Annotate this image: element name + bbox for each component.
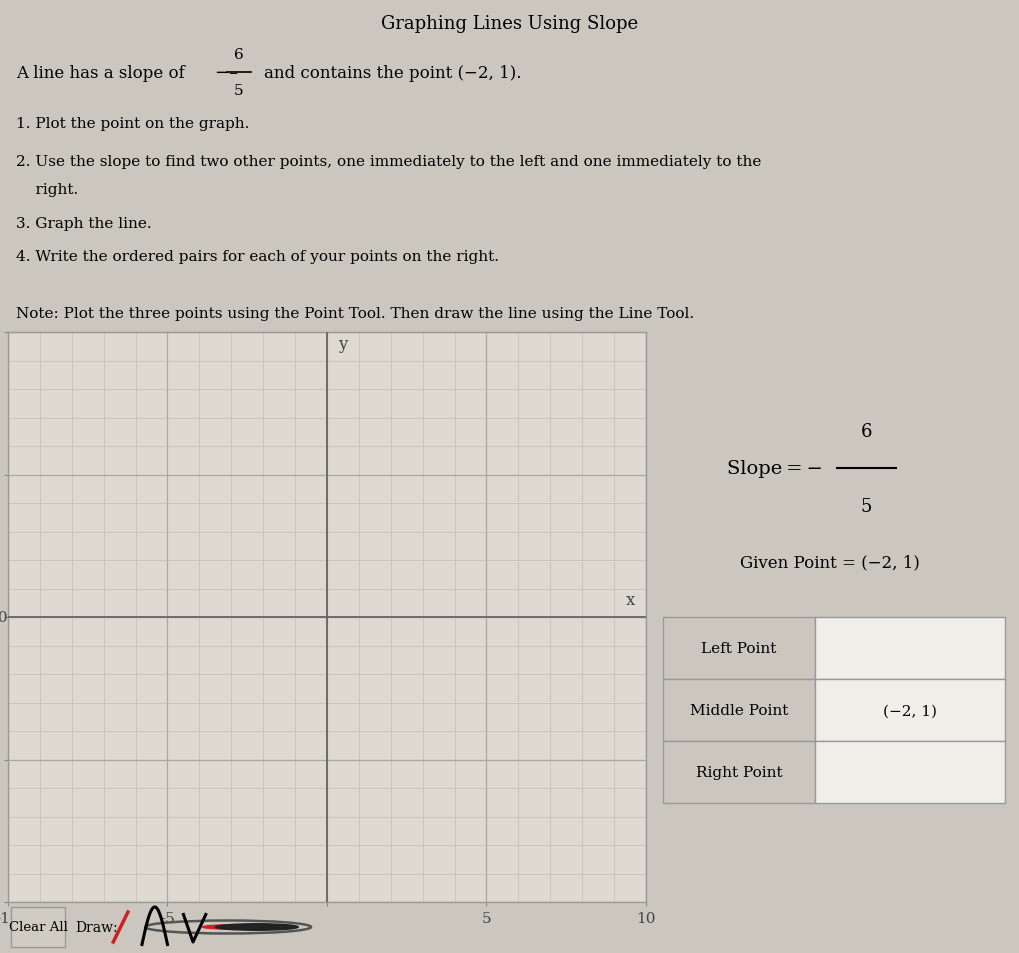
Text: Clear All: Clear All bbox=[8, 921, 67, 934]
Text: 4. Write the ordered pairs for each of your points on the right.: 4. Write the ordered pairs for each of y… bbox=[16, 250, 498, 263]
Text: 6: 6 bbox=[233, 49, 244, 62]
Bar bbox=[814, 618, 1004, 679]
Text: Given Point = (−2, 1): Given Point = (−2, 1) bbox=[740, 554, 919, 570]
Text: and contains the point (−2, 1).: and contains the point (−2, 1). bbox=[264, 65, 521, 82]
Text: ‐10: ‐10 bbox=[0, 610, 8, 624]
Text: 3. Graph the line.: 3. Graph the line. bbox=[16, 216, 152, 231]
Bar bbox=[814, 741, 1004, 803]
Text: 2. Use the slope to find two other points, one immediately to the left and one i: 2. Use the slope to find two other point… bbox=[16, 155, 760, 170]
Bar bbox=[11, 907, 65, 947]
Bar bbox=[662, 741, 814, 803]
Text: Draw:: Draw: bbox=[75, 920, 117, 934]
Text: Right Point: Right Point bbox=[695, 765, 782, 780]
Text: −–: −– bbox=[214, 64, 237, 82]
Text: 6: 6 bbox=[860, 423, 871, 440]
Bar bbox=[814, 679, 1004, 741]
Text: (−2, 1): (−2, 1) bbox=[882, 703, 936, 718]
Text: Note: Plot the three points using the Point Tool. Then draw the line using the L: Note: Plot the three points using the Po… bbox=[16, 307, 694, 320]
Text: 5: 5 bbox=[860, 497, 871, 515]
Text: 1. Plot the point on the graph.: 1. Plot the point on the graph. bbox=[16, 117, 250, 131]
Text: y: y bbox=[338, 335, 347, 353]
Circle shape bbox=[215, 923, 298, 930]
Text: A line has a slope of: A line has a slope of bbox=[16, 65, 184, 82]
Text: Graphing Lines Using Slope: Graphing Lines Using Slope bbox=[381, 15, 638, 33]
Text: Middle Point: Middle Point bbox=[689, 703, 788, 718]
Circle shape bbox=[203, 925, 254, 929]
Text: Left Point: Left Point bbox=[701, 641, 775, 656]
Text: Slope = −: Slope = − bbox=[727, 460, 822, 477]
Bar bbox=[662, 618, 814, 679]
Text: right.: right. bbox=[16, 183, 78, 197]
Text: 5: 5 bbox=[234, 84, 244, 98]
Text: x: x bbox=[625, 592, 634, 609]
Bar bbox=[662, 679, 814, 741]
